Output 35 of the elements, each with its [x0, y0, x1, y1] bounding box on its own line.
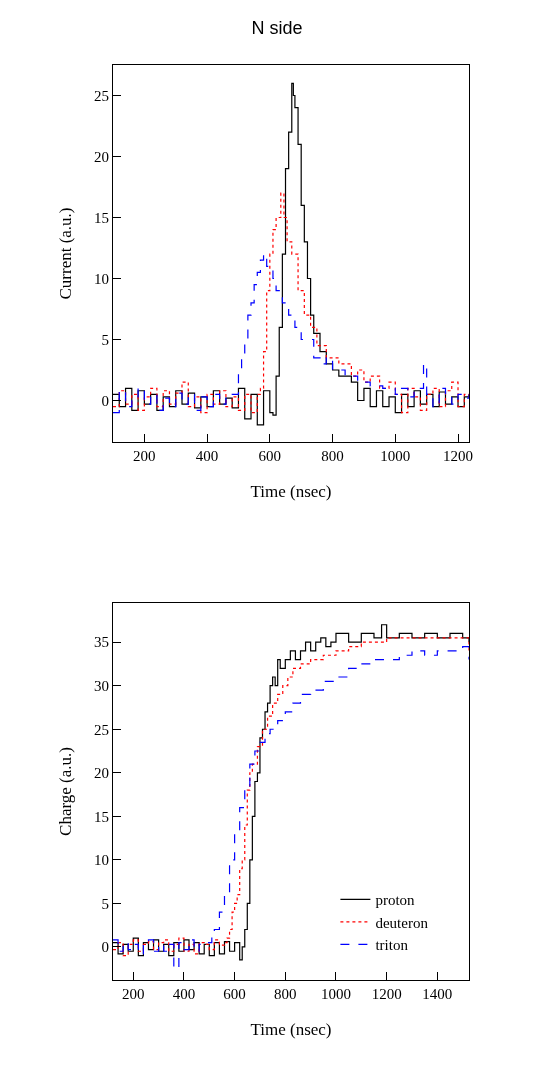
y-tick-label: 0 [101, 392, 109, 409]
x-tick-label: 400 [172, 986, 196, 1002]
x-tick-label: 400 [195, 448, 219, 464]
x-tick-label: 200 [122, 986, 145, 1002]
x-tick-label: 800 [321, 448, 344, 464]
legend-label: triton [375, 937, 409, 954]
x-tick-label: 1200 [443, 448, 474, 464]
y-tick-label: 5 [101, 331, 109, 348]
y-axis-title: Charge (a.u.) [55, 747, 75, 836]
legend-label: proton [375, 892, 416, 909]
y-tick-label: 15 [94, 808, 109, 825]
y-axis-title: Current (a.u.) [55, 207, 75, 300]
y-tick-label: 10 [94, 270, 109, 287]
y-tick-label: 15 [94, 209, 109, 226]
y-tick-label: 20 [94, 765, 109, 782]
x-tick-label: 800 [274, 986, 297, 1002]
y-tick-label: 30 [94, 677, 109, 694]
x-tick-label: 1000 [380, 448, 411, 464]
y-tick-label: 35 [94, 634, 109, 651]
y-tick-label: 0 [101, 939, 109, 956]
x-tick-label: 1200 [371, 986, 402, 1002]
y-tick-label: 25 [94, 87, 109, 104]
y-tick-label: 20 [94, 148, 109, 165]
chart-title: N side [251, 18, 303, 39]
x-tick-label: 1000 [320, 986, 351, 1002]
x-axis-title: Time (nsec) [250, 482, 332, 502]
x-tick-label: 600 [223, 986, 246, 1002]
y-tick-label: 10 [94, 852, 109, 869]
x-axis-title: Time (nsec) [250, 1020, 332, 1040]
x-tick-label: 600 [258, 448, 282, 464]
x-tick-label: 1400 [422, 986, 453, 1002]
legend-label: deuteron [375, 914, 429, 931]
x-tick-label: 200 [133, 448, 156, 464]
y-tick-label: 5 [101, 895, 109, 912]
y-tick-label: 25 [94, 721, 109, 738]
